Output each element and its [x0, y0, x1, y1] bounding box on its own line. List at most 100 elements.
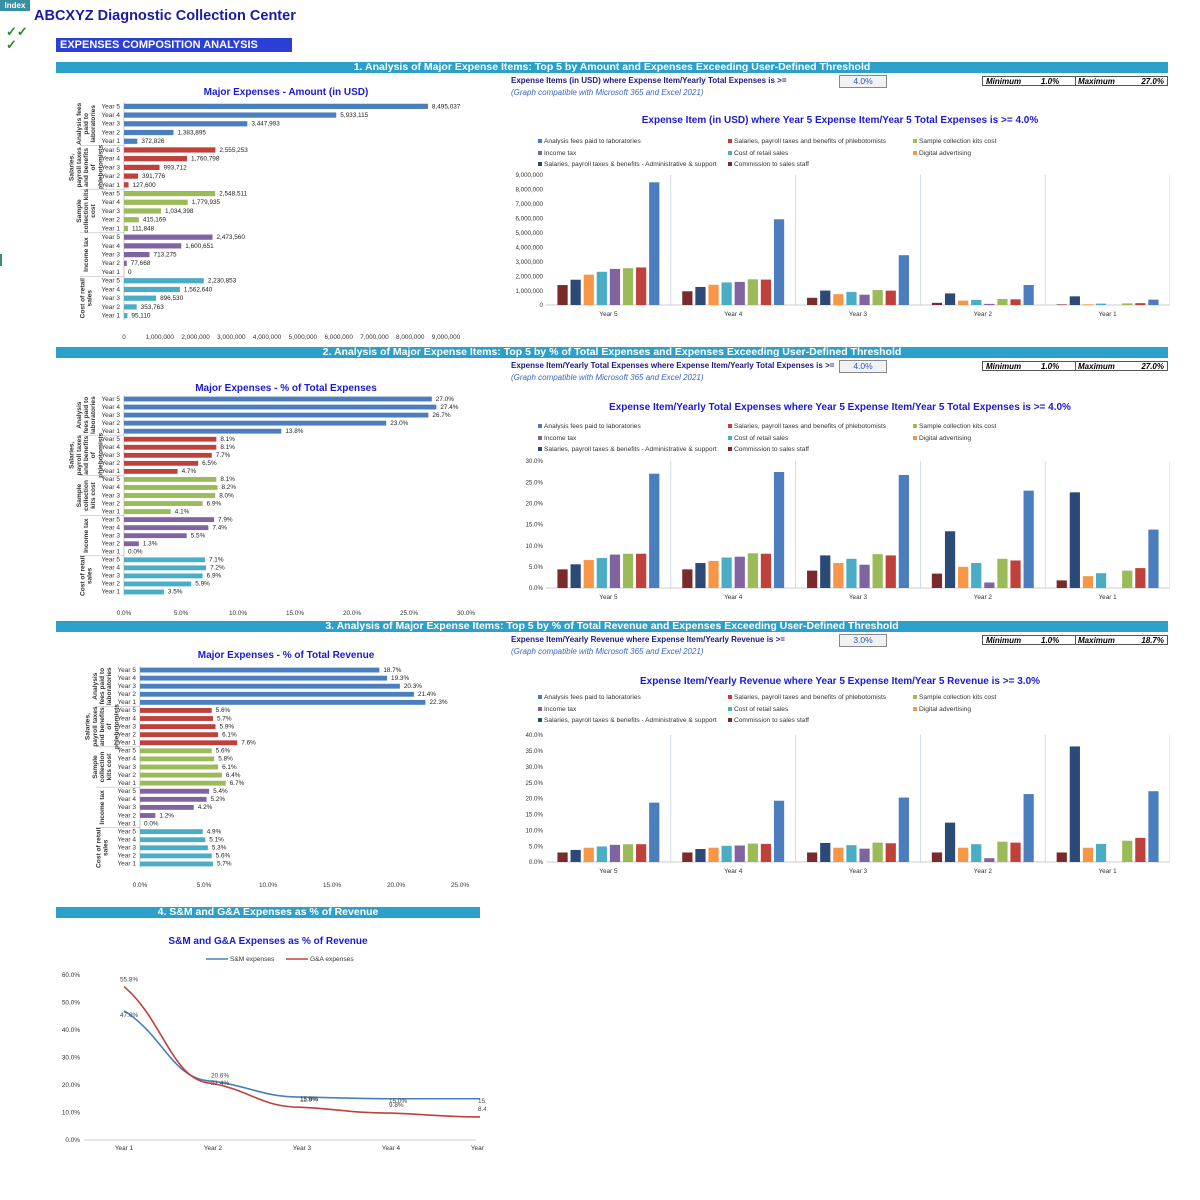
year-label: Year 3 [101, 295, 120, 302]
section-1-compat-note: (Graph compatible with Microsoft 365 and… [511, 88, 704, 97]
group-label-line: Analysis fees [76, 102, 83, 144]
bar [820, 555, 831, 588]
data-label: 353,763 [141, 304, 165, 311]
bar [124, 477, 217, 482]
y-tick-label: 8,000,000 [515, 187, 543, 194]
year-label: Year 2 [117, 731, 136, 738]
bar [682, 291, 693, 305]
data-label: 8.2% [221, 484, 236, 491]
group-label-line: Sample [76, 199, 83, 223]
bar [570, 279, 581, 305]
data-label: 993,712 [164, 164, 188, 171]
bar [747, 279, 758, 305]
group-label-line: sales [87, 567, 94, 584]
data-label: 5.7% [217, 715, 232, 722]
bar [734, 556, 745, 588]
bar [124, 129, 174, 136]
max-label: Maximum [1078, 636, 1115, 645]
bar [124, 225, 129, 232]
year-label: Year 2 [117, 812, 136, 819]
bar [124, 468, 178, 474]
x-category-label: Year 5 [599, 868, 618, 875]
bar [140, 691, 414, 697]
check-mark-icon: ✓✓ [6, 24, 28, 39]
data-label: 5.6% [216, 748, 231, 755]
legend-label: Salaries, payroll taxes and benefits of … [734, 694, 887, 701]
section-3-threshold-input[interactable]: 3.0% [839, 634, 887, 647]
index-button[interactable]: Index [0, 0, 30, 11]
bar [609, 554, 621, 588]
bar [124, 420, 387, 426]
group-label: Samplecollection kitscost [76, 189, 97, 233]
bar [124, 112, 337, 118]
year-label: Year 5 [101, 147, 120, 154]
legend-swatch [538, 706, 542, 711]
data-label: 713,275 [154, 252, 178, 259]
group-label: Salaries,payroll taxesand benefitsofphle… [69, 432, 105, 477]
data-label: 15.0% [389, 1098, 407, 1105]
y-tick-label: 4,000,000 [515, 244, 543, 251]
bar [1069, 492, 1080, 588]
year-label: Year 2 [101, 541, 120, 548]
bar [833, 847, 844, 862]
section-3-threshold-label: Expense Item/Yearly Revenue where Expens… [511, 635, 785, 644]
bar [124, 557, 205, 563]
section-2-threshold-input[interactable]: 4.0% [839, 360, 887, 373]
bar [931, 573, 943, 588]
bar [1056, 580, 1067, 588]
group-label-line: Analysis [76, 401, 83, 428]
bar [971, 299, 982, 305]
bar [859, 848, 870, 862]
bar [1095, 843, 1107, 862]
year-label: Year 4 [117, 796, 136, 803]
year-label: Year 2 [117, 853, 136, 860]
section-1-threshold-input[interactable]: 4.0% [839, 75, 887, 88]
group-label-line: phlebotomists [97, 432, 104, 477]
year-label: Year 4 [101, 199, 120, 206]
year-label: Year 3 [101, 121, 120, 128]
legend-swatch [913, 139, 917, 144]
group-label-line: kits cost [106, 753, 113, 781]
group-label-line: phlebotomists [97, 145, 104, 190]
year-label: Year 1 [101, 313, 120, 320]
bar [958, 300, 969, 305]
legend-item: Cost of retail sales [728, 435, 788, 442]
legend-label: Salaries, payroll taxes & benefits - Adm… [544, 446, 717, 453]
x-tick-label: 25.0% [451, 882, 469, 889]
x-tick-label: 0.0% [133, 882, 148, 889]
data-label: 5.9% [195, 581, 210, 588]
data-label: 6.4% [226, 772, 241, 779]
year-label: Year 1 [101, 428, 120, 435]
bar [124, 147, 216, 153]
year-label: Year 3 [101, 208, 120, 215]
bar [1095, 573, 1107, 588]
bar [984, 858, 995, 862]
legend-label: Digital advertising [919, 149, 972, 157]
bar [124, 509, 171, 514]
bar [958, 566, 969, 588]
y-tick-label: 30.0% [525, 764, 543, 771]
legend-item: Sample collection kits cost [913, 423, 996, 430]
x-tick-label: Year 4 [382, 1145, 401, 1152]
year-label: Year 3 [101, 532, 120, 539]
bar [124, 173, 139, 179]
legend-item: Income tax [538, 435, 576, 442]
bar [807, 297, 818, 305]
year-label: Year 5 [101, 278, 120, 285]
bar [596, 557, 607, 588]
bar [124, 533, 187, 539]
year-label: Year 4 [117, 675, 136, 682]
bar [1082, 304, 1094, 305]
group-label-line: payroll taxes [92, 706, 99, 747]
bar [695, 848, 706, 862]
legend-swatch [728, 718, 732, 723]
legend-label: Income tax [544, 434, 577, 442]
year-label: Year 2 [101, 460, 120, 467]
x-category-label: Year 3 [849, 594, 868, 601]
bar [872, 842, 883, 862]
legend-swatch [538, 718, 542, 723]
data-label: 1,760,798 [191, 156, 220, 163]
legend-label: Sample collection kits cost [919, 423, 997, 430]
y-tick-label: 10.0% [525, 827, 543, 834]
bar [846, 292, 857, 305]
